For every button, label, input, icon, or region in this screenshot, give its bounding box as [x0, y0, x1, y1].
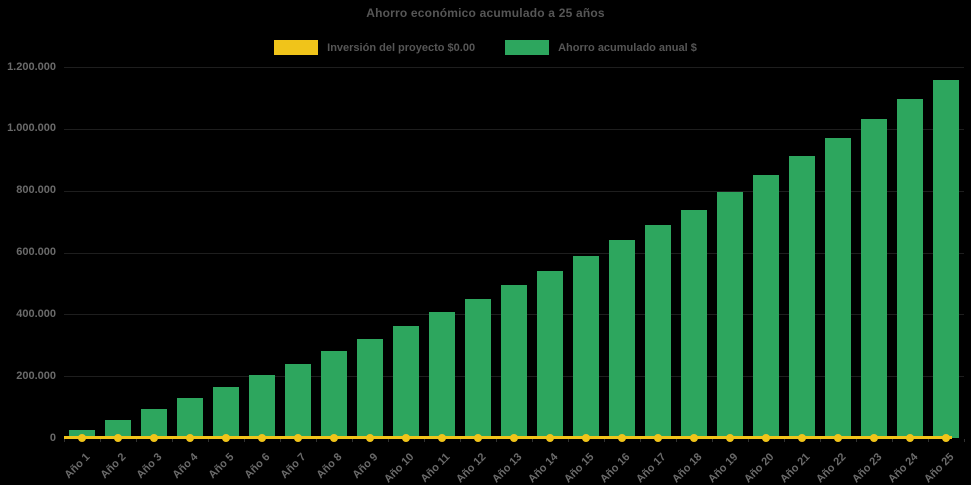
bar-ano-23: [861, 119, 887, 438]
legend: Inversión del proyecto $0.00 Ahorro acumu…: [0, 40, 971, 55]
x-axis-tick: [136, 439, 137, 442]
bar-ano-16: [609, 240, 635, 438]
x-axis-tick: [208, 439, 209, 442]
investment-marker-ano-21: [798, 433, 806, 442]
bar-ano-20: [753, 175, 779, 438]
bar-ano-11: [429, 312, 455, 438]
investment-marker-ano-13: [510, 433, 518, 442]
investment-marker-ano-4: [186, 433, 194, 442]
bar-ano-6: [249, 375, 275, 438]
x-axis-tick: [460, 439, 461, 442]
investment-marker-ano-20: [762, 433, 770, 442]
bar-ano-12: [465, 299, 491, 438]
bar-ano-14: [537, 271, 563, 438]
investment-marker-ano-19: [726, 433, 734, 442]
bar-ano-22: [825, 138, 851, 438]
gridline: [64, 252, 964, 254]
x-axis-tick: [280, 439, 281, 442]
investment-marker-ano-12: [474, 433, 482, 442]
x-axis-tick: [640, 439, 641, 442]
bar-ano-19: [717, 192, 743, 438]
x-axis-tick: [388, 439, 389, 442]
x-axis-tick: [244, 439, 245, 442]
y-axis-label: 400.000: [16, 307, 56, 320]
bar-ano-3: [141, 409, 167, 438]
x-axis-label-ano-1: Año 1: [62, 451, 93, 482]
bar-ano-5: [213, 387, 239, 438]
investment-marker-ano-22: [834, 433, 842, 442]
bar-ano-17: [645, 225, 671, 438]
investment-marker-ano-14: [546, 433, 554, 442]
x-axis-tick: [424, 439, 425, 442]
gridline: [64, 128, 964, 130]
bar-ano-4: [177, 398, 203, 438]
x-axis-tick: [892, 439, 893, 442]
gridline: [64, 67, 964, 68]
x-axis-tick: [856, 439, 857, 442]
investment-marker-ano-24: [906, 433, 914, 442]
x-axis-tick: [496, 439, 497, 442]
x-axis-tick: [928, 439, 929, 442]
y-axis-label: 1.200.000: [7, 60, 56, 73]
chart-title: Ahorro económico acumulado a 25 años: [366, 6, 605, 20]
investment-marker-ano-11: [438, 433, 446, 442]
x-axis-tick: [712, 439, 713, 442]
legend-swatch-2: [505, 40, 550, 55]
x-axis-tick: [748, 439, 749, 442]
bar-ano-9: [357, 339, 383, 438]
x-axis-tick: [532, 439, 533, 442]
investment-marker-ano-9: [366, 433, 374, 442]
y-axis-label: 1.000.000: [7, 122, 56, 135]
legend-item: Inversión del proyecto $0.00: [274, 40, 475, 55]
bar-ano-18: [681, 210, 707, 438]
bar-ano-10: [393, 326, 419, 438]
investment-marker-ano-8: [330, 433, 338, 442]
legend-item: Ahorro acumulado anual $: [505, 40, 697, 55]
x-axis-tick: [676, 439, 677, 442]
investment-marker-ano-3: [150, 433, 158, 442]
bar-ano-15: [573, 256, 599, 438]
bar-ano-2: [105, 420, 131, 438]
bar-ano-25: [933, 80, 959, 438]
bar-ano-13: [501, 285, 527, 438]
investment-marker-ano-2: [114, 433, 122, 442]
plot-area: 0 200.000 400.000 600.000 800.000 1.000.000 1.…: [7, 61, 965, 485]
x-axis-tick: [64, 439, 65, 442]
investment-marker-ano-5: [222, 433, 230, 442]
investment-marker-ano-18: [690, 433, 698, 442]
gridline: [64, 190, 964, 192]
x-axis-tick: [820, 439, 821, 442]
bar-ano-21: [789, 156, 815, 438]
investment-marker-ano-1: [78, 433, 86, 442]
investment-marker-ano-23: [870, 433, 878, 442]
legend-label: Ahorro acumulado anual $: [558, 41, 697, 54]
legend-swatch-1: [274, 40, 319, 55]
x-axis-tick: [352, 439, 353, 442]
investment-marker-ano-10: [402, 433, 410, 442]
x-axis-tick: [964, 439, 965, 442]
x-axis-tick: [604, 439, 605, 442]
investment-marker-ano-25: [942, 433, 950, 442]
y-axis-label: 0: [49, 431, 56, 444]
bar-ano-7: [285, 364, 311, 438]
investment-marker-ano-6: [258, 433, 266, 442]
investment-marker-ano-17: [654, 433, 662, 442]
legend-label: Inversión del proyecto $0.00: [327, 41, 476, 54]
y-axis-label: 200.000: [16, 369, 56, 382]
investment-marker-ano-15: [582, 433, 590, 442]
x-axis-tick: [568, 439, 569, 442]
investment-marker-ano-7: [294, 433, 302, 442]
y-axis-label: 600.000: [16, 246, 56, 258]
bar-ano-24: [897, 99, 923, 438]
x-axis-tick: [784, 439, 785, 442]
investment-marker-ano-16: [618, 433, 626, 442]
y-axis-label: 800.000: [16, 184, 56, 197]
investment-line: [64, 436, 952, 439]
bar-ano-8: [321, 351, 347, 438]
x-axis-tick: [100, 439, 101, 442]
x-axis-tick: [172, 439, 173, 442]
x-axis-tick: [316, 439, 317, 442]
